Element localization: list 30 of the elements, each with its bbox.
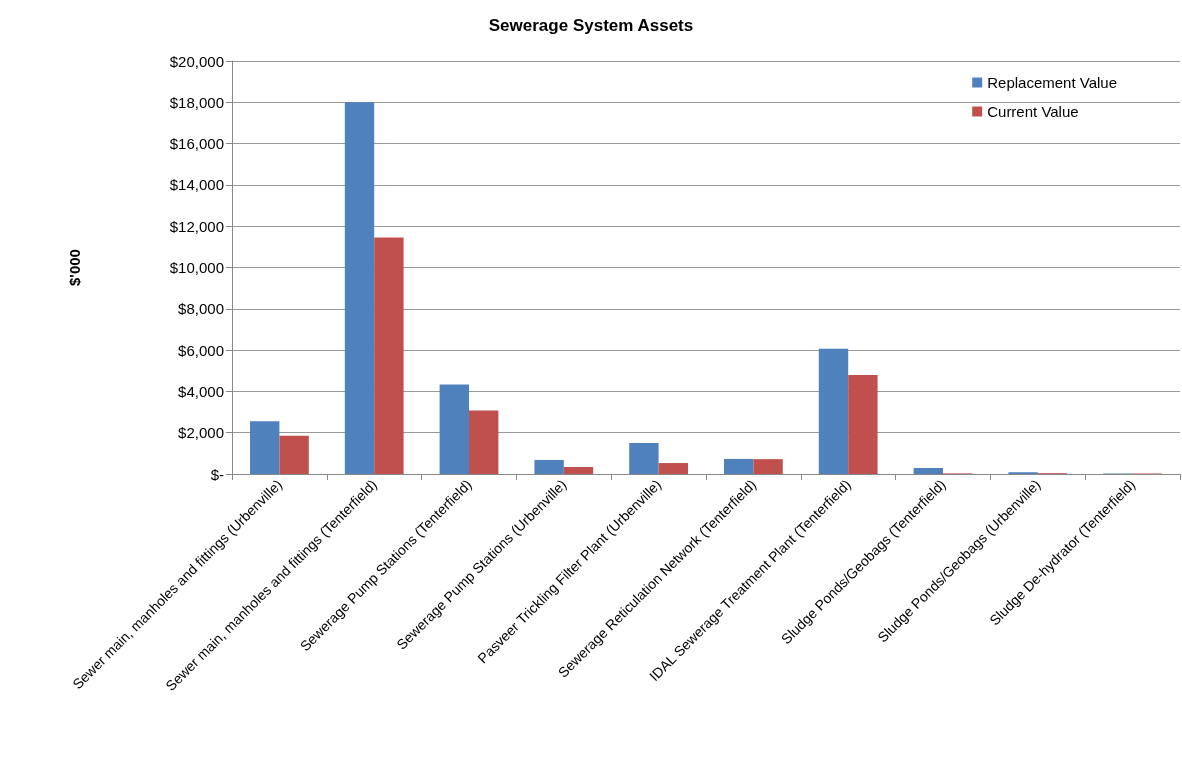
y-tick-label: $- (210, 465, 224, 483)
y-tick-label: $14,000 (169, 176, 224, 194)
chart-title: Sewerage System Assets (488, 16, 694, 35)
y-tick-label: $20,000 (169, 52, 224, 70)
bar (534, 459, 564, 474)
y-axis-title: $'000 (66, 249, 83, 286)
bar (658, 463, 688, 474)
bar (250, 421, 280, 474)
bar (848, 375, 878, 474)
bar (629, 443, 659, 474)
y-tick-label: $18,000 (169, 93, 224, 111)
y-tick-label: $6,000 (178, 341, 224, 359)
y-tick-label: $8,000 (178, 300, 224, 318)
bar (469, 410, 499, 474)
y-tick-label: $4,000 (178, 382, 224, 400)
bar (439, 384, 469, 474)
bar (344, 102, 375, 474)
bar (818, 348, 849, 474)
bar (563, 466, 594, 474)
legend-label: Current Value (987, 103, 1079, 120)
bar (753, 459, 783, 474)
bar (913, 468, 943, 474)
y-tick-label: $12,000 (169, 217, 224, 235)
bar (279, 435, 309, 474)
y-tick-label: $16,000 (169, 135, 224, 153)
y-tick-label: $2,000 (178, 424, 224, 442)
legend-label: Replacement Value (987, 74, 1118, 91)
bar (724, 458, 754, 474)
y-tick-label: $10,000 (169, 259, 224, 276)
bar (374, 237, 404, 474)
